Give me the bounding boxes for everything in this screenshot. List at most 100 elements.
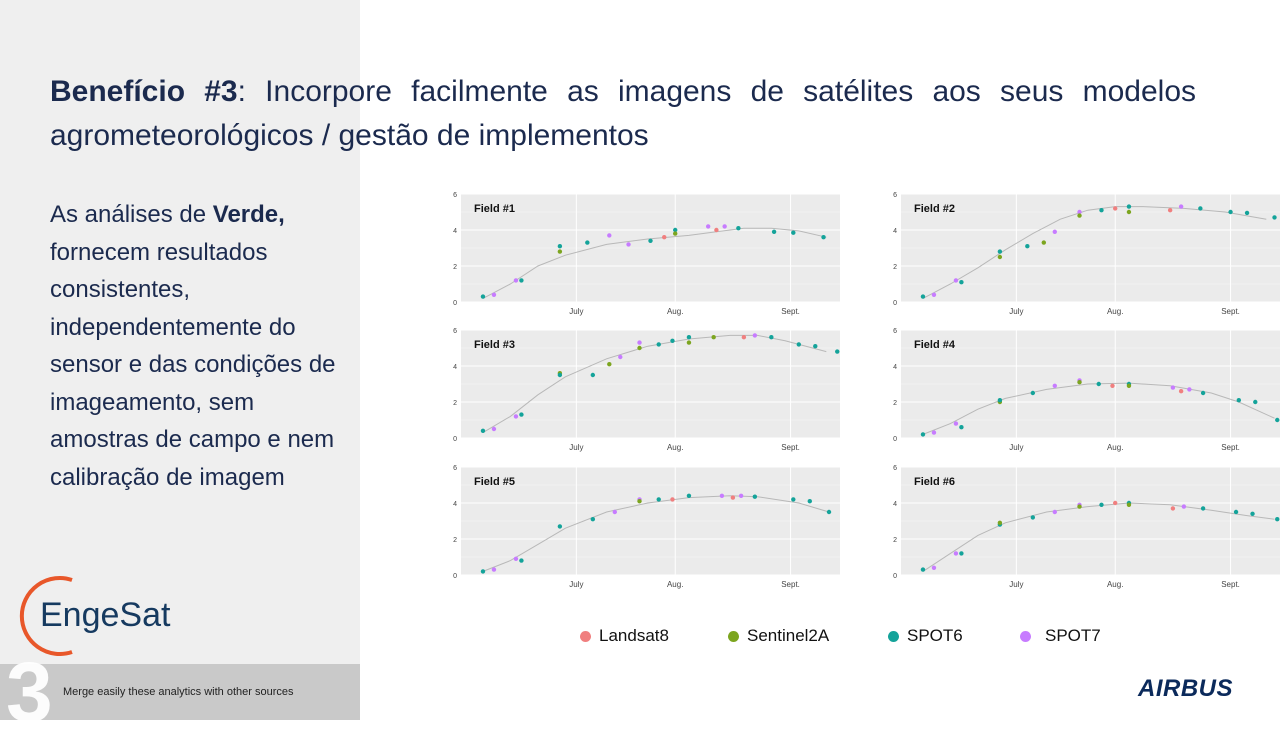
field-chart: 0 2 4 6 July Aug. Sept. Field #2 [893, 192, 1280, 316]
data-point-spot6 [648, 238, 653, 243]
data-point-spot6 [1126, 204, 1132, 209]
left-panel [0, 0, 360, 720]
data-point-landsat8 [714, 227, 719, 233]
data-point-landsat8 [730, 495, 736, 500]
data-point-spot6 [1253, 399, 1258, 405]
legend-item-landsat8: Landsat8 [580, 626, 669, 646]
field-title: Field #3 [474, 339, 515, 351]
data-point-sentinel2a [686, 340, 692, 345]
data-point-spot6 [1250, 511, 1255, 516]
legend-label: Landsat8 [599, 626, 669, 645]
data-point-spot6 [1096, 381, 1101, 387]
y-tick-label: 4 [453, 501, 457, 508]
y-tick-label: 0 [893, 573, 897, 580]
body-bold: Verde, [212, 201, 285, 228]
body-pre: As análises de [50, 201, 213, 228]
data-point-spot6 [997, 398, 1003, 403]
y-tick-label: 4 [893, 501, 897, 508]
body-paragraph: As análises de Verde, fornecem resultado… [50, 196, 340, 496]
trend-line [922, 206, 1267, 299]
x-tick-label: July [569, 443, 583, 452]
data-point-spot6 [656, 497, 661, 502]
y-tick-label: 0 [453, 436, 457, 443]
data-point-spot6 [791, 230, 796, 235]
data-point-spot6 [959, 551, 964, 556]
title-rest: : Incorpore facilmente as imagens de sat… [50, 75, 1197, 152]
data-point-spot6 [656, 342, 661, 347]
data-point-sentinel2a [557, 249, 563, 254]
trend-line [482, 495, 830, 572]
data-point-spot7 [705, 224, 711, 229]
data-point-spot7 [953, 551, 959, 556]
data-point-spot6 [826, 509, 832, 515]
data-point-spot6 [796, 342, 802, 347]
data-point-landsat8 [741, 335, 747, 340]
legend-dot-icon [1020, 630, 1031, 642]
data-point-spot7 [491, 292, 497, 297]
data-point-sentinel2a [1077, 213, 1082, 218]
data-point-landsat8 [670, 497, 675, 502]
data-point-sentinel2a [1126, 209, 1132, 215]
data-point-spot7 [953, 278, 959, 283]
data-point-spot6 [1099, 208, 1104, 213]
data-point-spot6 [769, 335, 774, 340]
data-point-spot7 [738, 493, 744, 498]
data-point-spot6 [791, 497, 796, 502]
y-tick-label: 6 [453, 328, 457, 335]
data-point-spot6 [997, 249, 1003, 254]
data-point-landsat8 [1178, 389, 1184, 394]
y-tick-label: 4 [453, 228, 457, 235]
data-point-spot6 [920, 294, 926, 299]
data-point-spot7 [513, 414, 519, 419]
y-tick-label: 6 [893, 465, 897, 472]
data-point-sentinel2a [1077, 504, 1082, 509]
data-point-spot6 [1030, 515, 1036, 520]
data-point-spot6 [480, 428, 486, 433]
data-point-spot6 [1030, 390, 1036, 396]
data-point-sentinel2a [1126, 502, 1132, 507]
footer-bar [0, 664, 360, 720]
y-tick-label: 0 [893, 300, 897, 307]
data-point-spot6 [557, 372, 563, 378]
x-tick-label: Sept. [781, 307, 800, 316]
y-tick-label: 4 [893, 228, 897, 235]
data-point-spot6 [1099, 502, 1104, 507]
data-point-spot6 [920, 432, 926, 437]
field-chart: 0 2 4 6 July Aug. Sept. Field #3 [453, 328, 840, 452]
data-point-spot6 [1275, 417, 1280, 423]
x-tick-label: Aug. [667, 443, 683, 452]
legend-label: SPOT7 [1045, 626, 1101, 645]
y-tick-label: 6 [893, 192, 897, 199]
data-point-spot6 [519, 558, 524, 563]
field-chart: 0 2 4 6 July Aug. Sept. Field #6 [893, 465, 1280, 589]
data-point-sentinel2a [1077, 380, 1082, 385]
engesat-logo: EngeSat [19, 576, 171, 656]
data-point-spot6 [1198, 206, 1203, 211]
field-chart: 0 2 4 6 July Aug. Sept. Field #1 [453, 192, 840, 316]
legend-dot-icon [888, 630, 899, 642]
y-tick-label: 6 [893, 328, 897, 335]
data-point-spot7 [513, 556, 519, 561]
data-point-spot7 [1181, 504, 1187, 509]
data-point-spot6 [959, 425, 964, 430]
y-tick-label: 0 [893, 436, 897, 443]
data-point-spot7 [1178, 204, 1184, 209]
x-tick-label: Aug. [1107, 580, 1123, 589]
legend-label: Sentinel2A [747, 626, 830, 645]
y-tick-label: 6 [453, 465, 457, 472]
x-tick-label: July [1009, 307, 1023, 316]
data-point-spot7 [491, 426, 497, 432]
legend-dot-icon [728, 630, 739, 642]
data-point-spot7 [931, 430, 937, 435]
data-point-spot7 [618, 354, 623, 360]
data-point-spot7 [719, 493, 725, 498]
field-chart: 0 2 4 6 July Aug. Sept. Field #4 [893, 328, 1280, 452]
x-tick-label: Aug. [667, 580, 683, 589]
data-point-spot6 [821, 235, 826, 240]
data-point-landsat8 [1170, 506, 1176, 511]
trend-line [922, 382, 1275, 435]
airbus-logo: AIRBUS [1138, 675, 1234, 702]
data-point-spot6 [771, 229, 777, 234]
data-point-sentinel2a [1126, 383, 1132, 388]
data-point-spot6 [1233, 509, 1239, 515]
